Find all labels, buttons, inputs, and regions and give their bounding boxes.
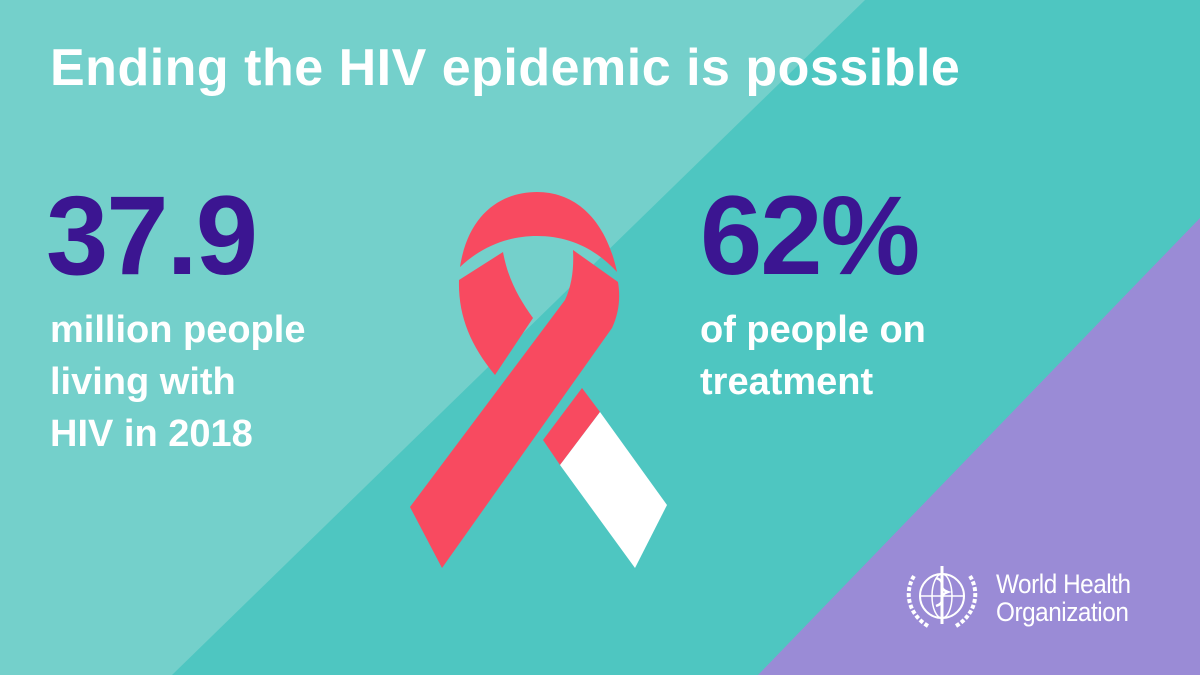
stat-left-caption: million people living with HIV in 2018: [50, 304, 305, 460]
stat-left-value: 37.9: [46, 173, 258, 298]
logo-line: Organization: [996, 597, 1129, 627]
ribbon-tail-white: [560, 412, 667, 568]
ribbon-loop-left: [458, 252, 533, 375]
caption-line: HIV in 2018: [50, 413, 253, 455]
caption-line: treatment: [700, 361, 874, 403]
who-emblem-icon: [906, 566, 978, 628]
who-logo: World Health Organization: [900, 562, 1146, 634]
background-purple-corner: [758, 218, 1200, 675]
stat-right-value: 62%: [700, 173, 920, 298]
stat-right-caption: of people on treatment: [700, 304, 926, 408]
background-light-teal-band: [0, 0, 865, 675]
logo-line: World Health: [996, 569, 1131, 599]
ribbon-main-band: [410, 250, 620, 568]
page-title: Ending the HIV epidemic is possible: [50, 39, 961, 97]
caption-line: of people on: [700, 309, 926, 351]
caption-line: living with: [50, 361, 236, 403]
ribbon-tail-red: [543, 388, 600, 465]
caption-line: million people: [50, 309, 306, 351]
who-logo-text: World Health Organization: [996, 570, 1131, 626]
ribbon-loop-top: [460, 192, 617, 272]
